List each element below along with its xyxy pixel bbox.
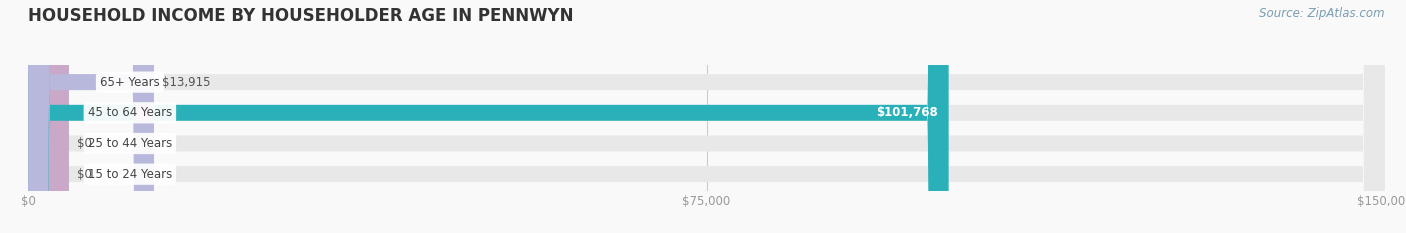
FancyBboxPatch shape [28, 0, 1385, 233]
FancyBboxPatch shape [28, 0, 155, 233]
FancyBboxPatch shape [28, 0, 1385, 233]
Text: 25 to 44 Years: 25 to 44 Years [87, 137, 172, 150]
Text: $101,768: $101,768 [876, 106, 938, 119]
FancyBboxPatch shape [28, 0, 69, 233]
FancyBboxPatch shape [28, 0, 949, 233]
Text: $0: $0 [77, 137, 91, 150]
FancyBboxPatch shape [28, 0, 69, 233]
Text: Source: ZipAtlas.com: Source: ZipAtlas.com [1260, 7, 1385, 20]
Text: $13,915: $13,915 [162, 76, 211, 89]
Text: $0: $0 [77, 168, 91, 181]
Text: HOUSEHOLD INCOME BY HOUSEHOLDER AGE IN PENNWYN: HOUSEHOLD INCOME BY HOUSEHOLDER AGE IN P… [28, 7, 574, 25]
FancyBboxPatch shape [28, 0, 1385, 233]
Text: 15 to 24 Years: 15 to 24 Years [87, 168, 172, 181]
Text: 45 to 64 Years: 45 to 64 Years [87, 106, 172, 119]
FancyBboxPatch shape [28, 0, 1385, 233]
Text: 65+ Years: 65+ Years [100, 76, 160, 89]
